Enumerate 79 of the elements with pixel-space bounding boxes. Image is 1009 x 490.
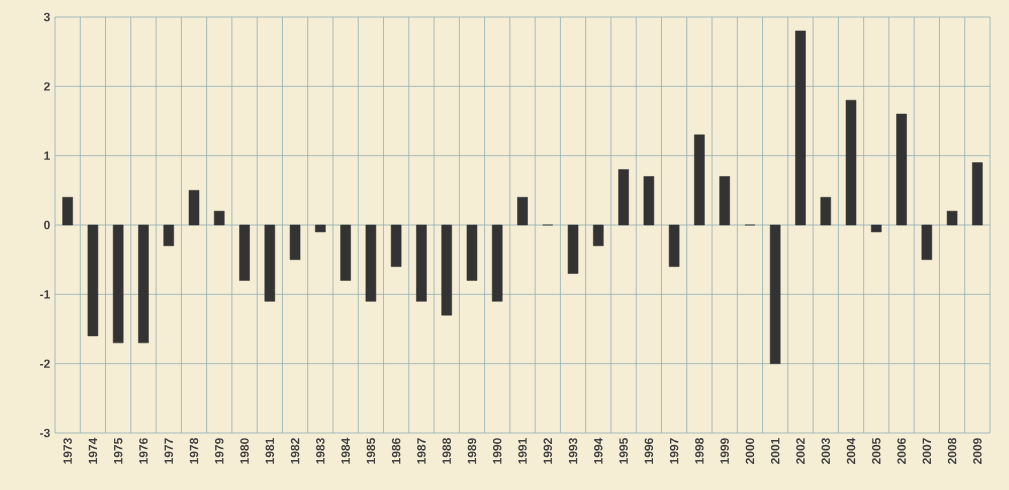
x-tick-label: 2007 — [922, 438, 932, 464]
x-tick-label: 1995 — [619, 438, 628, 464]
x-tick-label: 2005 — [872, 438, 881, 464]
y-tick-label: 0 — [44, 220, 50, 230]
x-tick-label: 2003 — [821, 438, 830, 464]
bar — [795, 30, 806, 226]
bar — [340, 224, 351, 281]
x-tick-label: 1976 — [139, 438, 148, 464]
bar — [567, 224, 579, 274]
y-tick-label: 1 — [44, 151, 50, 160]
bar — [87, 224, 99, 337]
x-tick-label: 2006 — [897, 438, 906, 464]
x-tick-label: 1982 — [290, 438, 300, 464]
y-tick-label: -3 — [40, 428, 50, 438]
x-tick-label: 2004 — [846, 437, 856, 464]
bar — [441, 224, 452, 316]
bar — [416, 224, 427, 302]
x-tick-label: 1997 — [669, 438, 679, 464]
x-tick-label: 1991 — [518, 438, 527, 464]
x-tick-label: 1999 — [720, 438, 729, 464]
x-tick-label: 2002 — [796, 438, 805, 464]
bar — [62, 197, 73, 226]
bar — [163, 224, 174, 247]
bar — [466, 224, 478, 281]
bar — [946, 210, 958, 226]
x-tick-label: 1983 — [316, 438, 325, 464]
bar — [694, 134, 705, 226]
x-tick-label: 1977 — [164, 438, 173, 464]
x-tick-label: 1985 — [366, 438, 376, 464]
bar — [871, 224, 882, 233]
bar — [315, 224, 326, 233]
x-tick-label: 1978 — [189, 438, 199, 464]
bar — [365, 224, 377, 302]
bar — [138, 224, 149, 344]
bar — [517, 197, 528, 226]
bar — [845, 99, 857, 226]
bar — [668, 224, 680, 267]
bar — [769, 224, 781, 364]
x-tick-label: 2001 — [770, 438, 780, 464]
x-tick-label: 1984 — [341, 437, 350, 464]
y-tick-label: -1 — [40, 290, 50, 299]
x-tick-label: 1973 — [63, 438, 72, 464]
x-tick-label: 2000 — [745, 438, 755, 464]
x-tick-label: 1987 — [417, 438, 426, 464]
bar — [921, 224, 933, 260]
x-tick-label: 1994 — [594, 437, 603, 464]
bar — [820, 197, 832, 226]
y-tick-label: 3 — [43, 12, 50, 22]
x-tick-label: 1998 — [695, 438, 704, 464]
bar — [213, 210, 225, 226]
y-tick-label: -2 — [40, 359, 50, 368]
x-tick-label: 1980 — [240, 438, 249, 464]
bar — [188, 190, 200, 226]
x-tick-label: 1989 — [467, 438, 477, 464]
x-tick-label: 2008 — [947, 438, 957, 464]
bar — [643, 176, 655, 226]
bar — [289, 224, 301, 260]
bar — [896, 113, 907, 226]
x-tick-label: 1993 — [568, 438, 578, 464]
x-tick-label: 1974 — [88, 437, 98, 464]
x-tick-label: 1990 — [492, 438, 502, 464]
bar — [719, 176, 730, 226]
bar — [390, 224, 402, 267]
x-tick-label: 1979 — [215, 438, 224, 464]
bar — [972, 162, 983, 226]
x-tick-label: 1986 — [391, 438, 401, 464]
bar — [264, 224, 276, 302]
bar — [491, 224, 503, 302]
x-tick-label: 1992 — [543, 438, 553, 464]
x-tick-label: 1981 — [265, 438, 275, 464]
bar — [618, 169, 629, 226]
bar — [593, 224, 604, 247]
bar — [239, 224, 250, 281]
y-tick-label: 2 — [44, 82, 50, 91]
x-tick-label: 1996 — [644, 438, 654, 464]
x-tick-label: 1988 — [442, 438, 451, 464]
x-tick-label: 1975 — [113, 438, 123, 464]
bar — [112, 224, 124, 344]
x-tick-label: 2009 — [973, 438, 982, 464]
